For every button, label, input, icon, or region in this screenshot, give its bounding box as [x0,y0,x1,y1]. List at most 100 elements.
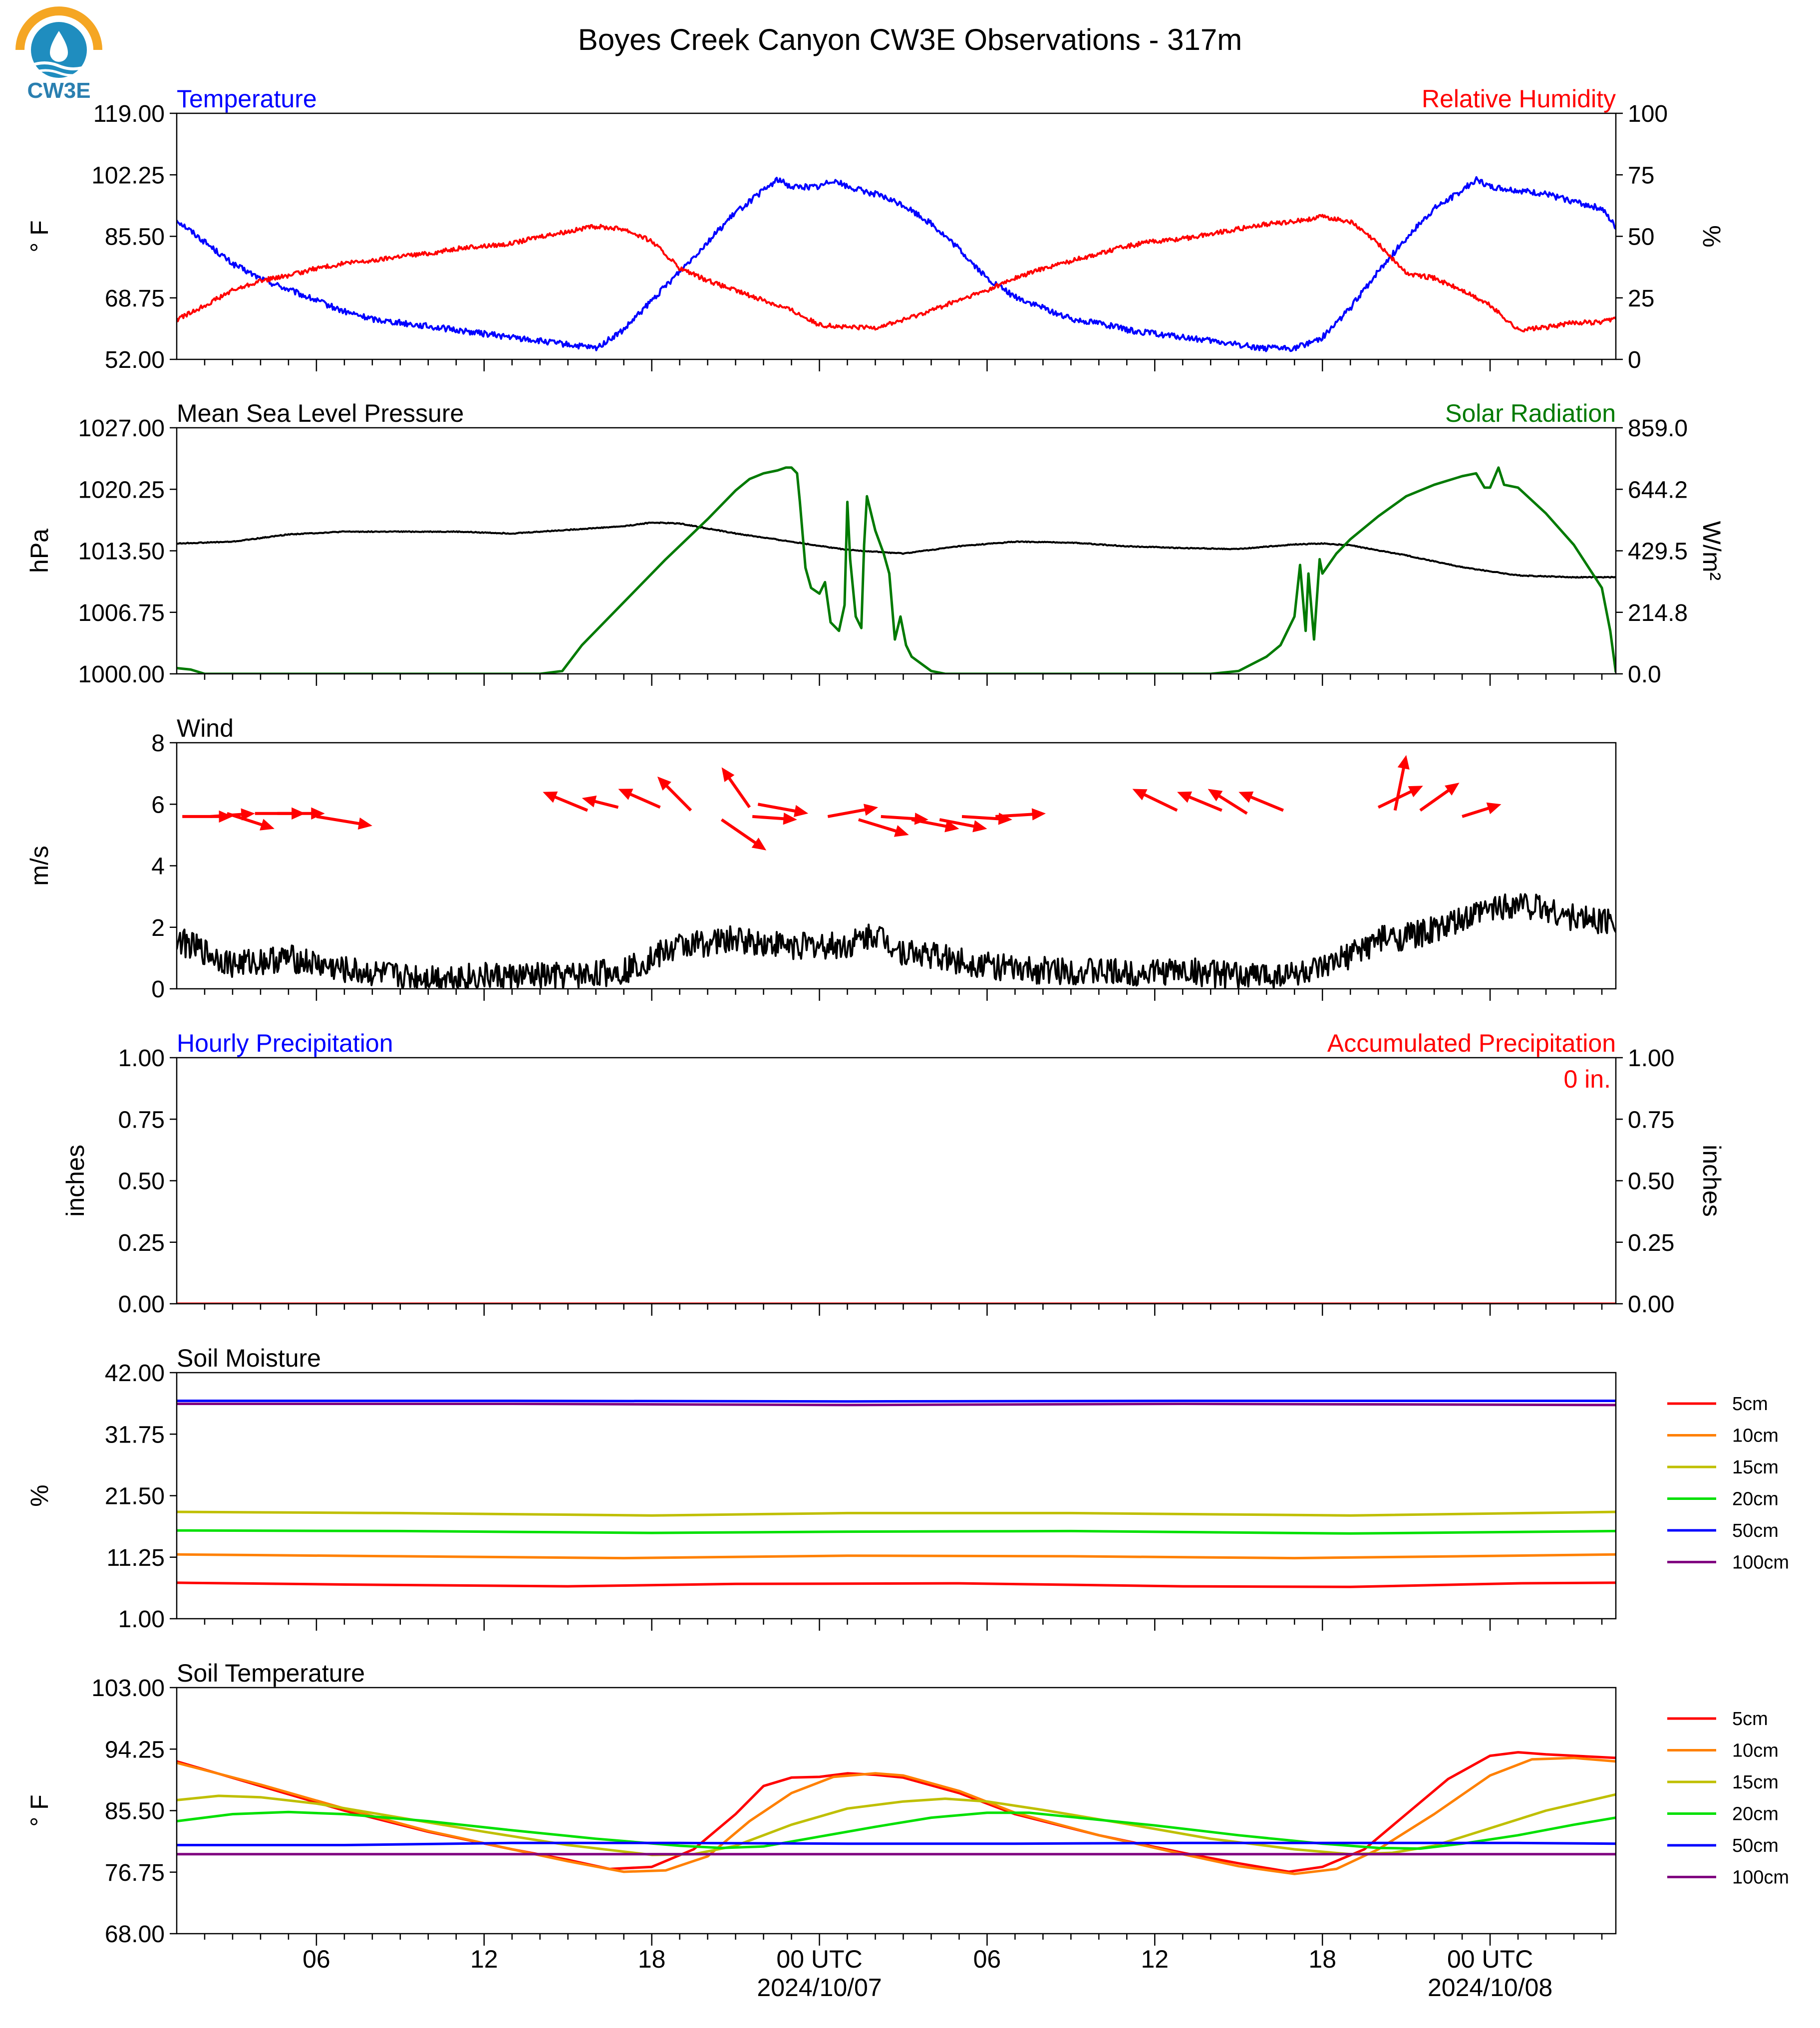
panel-frame [176,1372,1617,1620]
wind-arrow-shaft [757,803,800,814]
wind-arrow [721,767,751,809]
y-tick-label: 85.50 [105,224,165,251]
legend-label: 100cm [1732,1867,1789,1888]
y-axis-label: m/s [25,846,53,886]
series-group [177,1400,1616,1588]
wind-arrow-head [783,812,797,825]
x-tick-label: 18 [1308,1945,1336,1973]
wind-arrow [827,804,879,818]
y-tick-label: 31.75 [105,1422,165,1448]
wind-arrow-head [311,807,325,820]
wind-arrow [720,818,767,851]
wind-arrow-head [944,820,959,833]
wind-arrow-head [721,767,735,782]
series-group [177,1751,1616,1875]
panel-title-left: Hourly Precipitation [177,1029,393,1057]
wind-arrow-shaft [1214,792,1248,815]
y-axis-label: % [25,1484,53,1506]
wind-arrow-head [657,776,671,791]
wind-arrow [1393,755,1410,811]
y-tick-label: 0.75 [118,1107,165,1133]
y-right-tick-label: 1.00 [1628,1045,1674,1072]
y-tick-label: 21.50 [105,1483,165,1510]
wind-arrow [858,818,909,837]
y-axis-label: inches [61,1145,89,1217]
x-tick-label: 00 UTC [1447,1945,1533,1973]
y-tick-label: 6 [151,792,165,818]
legend: 5cm 10cm 15cm 20cm 50cm 100cm [1667,1709,1789,1888]
wind-arrow-head [1445,783,1460,796]
series-line-50cm [177,1841,1616,1846]
y-right-axis-label: W/m² [1698,521,1726,580]
y-right-tick-label: 0.75 [1628,1107,1674,1133]
wind-arrow [911,818,959,833]
y-axis-label: hPa [25,529,53,573]
series-line-100cm [177,1403,1616,1407]
wind-arrow-shaft [1462,805,1494,818]
series-line-5cm [177,1581,1616,1588]
panel-frame [176,1687,1617,1935]
y-tick-label: 0 [151,976,165,1003]
wind-arrow-shaft [590,799,619,809]
wind-arrow [752,812,797,825]
series-group [177,466,1616,674]
y-tick-label: 1020.25 [78,477,165,503]
logo-text: CW3E [27,78,90,103]
y-right-tick-label: 25 [1628,286,1654,312]
x-tick-label: 00 UTC [776,1945,862,1973]
wind-arrow-shaft [720,818,760,847]
y-right-tick-label: 859.0 [1628,415,1688,442]
wind-arrow [1462,802,1502,818]
x-tick-label: 06 [973,1945,1001,1973]
y-tick-label: 11.25 [106,1545,165,1571]
y-tick-label: 119.00 [93,101,165,127]
y-tick-label: 1027.00 [78,415,165,442]
legend-item: 20cm [1667,1489,1779,1510]
y-right-axis-label: % [1698,225,1726,247]
wind-arrow-head [1132,789,1148,801]
series-line-series-1 [177,521,1616,579]
legend-label: 10cm [1732,1740,1779,1761]
wind-arrow-head [972,820,987,833]
wind-arrow-shaft [226,812,267,828]
water-drop-sun-logo-icon [15,6,102,78]
wind-arrow-head [618,789,633,800]
panel-title-left: Temperature [177,85,317,113]
panel-title-left: Soil Moisture [177,1344,321,1372]
series-line-series-1 [177,893,1616,989]
y-right-tick-label: 429.5 [1628,539,1688,565]
y-tick-label: 103.00 [91,1675,165,1702]
wind-arrow-head [1486,802,1502,815]
legend-item: 5cm [1667,1709,1768,1730]
legend-label: 50cm [1732,1520,1779,1541]
panel-title-left: Wind [177,714,234,742]
wind-arrow [1177,791,1222,812]
panel-title-right: Relative Humidity [1422,85,1616,113]
x-tick-label: 12 [1141,1945,1169,1973]
y-axis-label: ° F [25,220,53,252]
wind-arrow-head [1408,786,1423,798]
y-tick-label: 94.25 [105,1737,165,1763]
wind-arrow [1132,789,1178,812]
y-tick-label: 68.00 [105,1921,165,1948]
series-line-series-2 [177,214,1616,333]
wind-arrow-head [260,819,275,831]
wind-arrow-shaft [939,818,979,829]
cw3e-logo: CW3E [15,6,102,103]
wind-arrow-head [1238,791,1254,803]
y-right-tick-label: 0.25 [1628,1230,1674,1256]
y-right-axis-label: inches [1698,1145,1726,1217]
y-tick-label: 1.00 [118,1606,165,1633]
series-line-10cm [177,1553,1616,1560]
y-right-tick-label: 50 [1628,224,1654,251]
wind-arrow-head [1397,755,1410,770]
legend-label: 20cm [1732,1804,1779,1825]
wind-arrow-shaft [1246,794,1284,812]
wind-arrow-shaft [1185,794,1222,812]
wind-arrows [182,755,1502,851]
series-group [177,755,1616,989]
legend-label: 15cm [1732,1457,1779,1478]
legend-item: 15cm [1667,1772,1779,1793]
wind-arrow [939,818,987,833]
legend-label: 5cm [1732,1709,1768,1730]
